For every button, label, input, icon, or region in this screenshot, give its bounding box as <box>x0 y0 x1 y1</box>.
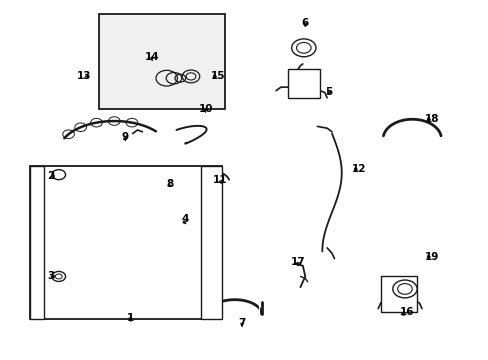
Text: 19: 19 <box>424 252 438 262</box>
Text: 6: 6 <box>301 18 308 28</box>
Text: 11: 11 <box>212 175 227 185</box>
Bar <box>99 14 224 109</box>
Text: 7: 7 <box>238 318 245 328</box>
Text: 8: 8 <box>166 179 174 189</box>
Circle shape <box>291 39 315 57</box>
Text: 15: 15 <box>210 71 224 81</box>
Bar <box>201 166 221 319</box>
Text: 5: 5 <box>324 87 331 98</box>
Circle shape <box>52 170 65 180</box>
Text: 12: 12 <box>351 164 365 174</box>
Text: 14: 14 <box>144 52 159 62</box>
Text: 4: 4 <box>181 214 188 224</box>
Bar <box>30 166 44 319</box>
Text: 13: 13 <box>77 71 91 81</box>
Bar <box>30 166 221 319</box>
Circle shape <box>52 271 65 282</box>
Text: 3: 3 <box>47 271 55 282</box>
Text: 16: 16 <box>399 307 414 317</box>
Circle shape <box>392 280 416 298</box>
Text: 1: 1 <box>126 312 134 323</box>
Text: 10: 10 <box>198 104 212 113</box>
Bar <box>287 69 319 98</box>
Text: 17: 17 <box>290 257 305 267</box>
Bar <box>380 276 416 312</box>
Text: 9: 9 <box>122 132 129 142</box>
Text: 18: 18 <box>424 114 438 124</box>
Text: 2: 2 <box>47 171 55 181</box>
